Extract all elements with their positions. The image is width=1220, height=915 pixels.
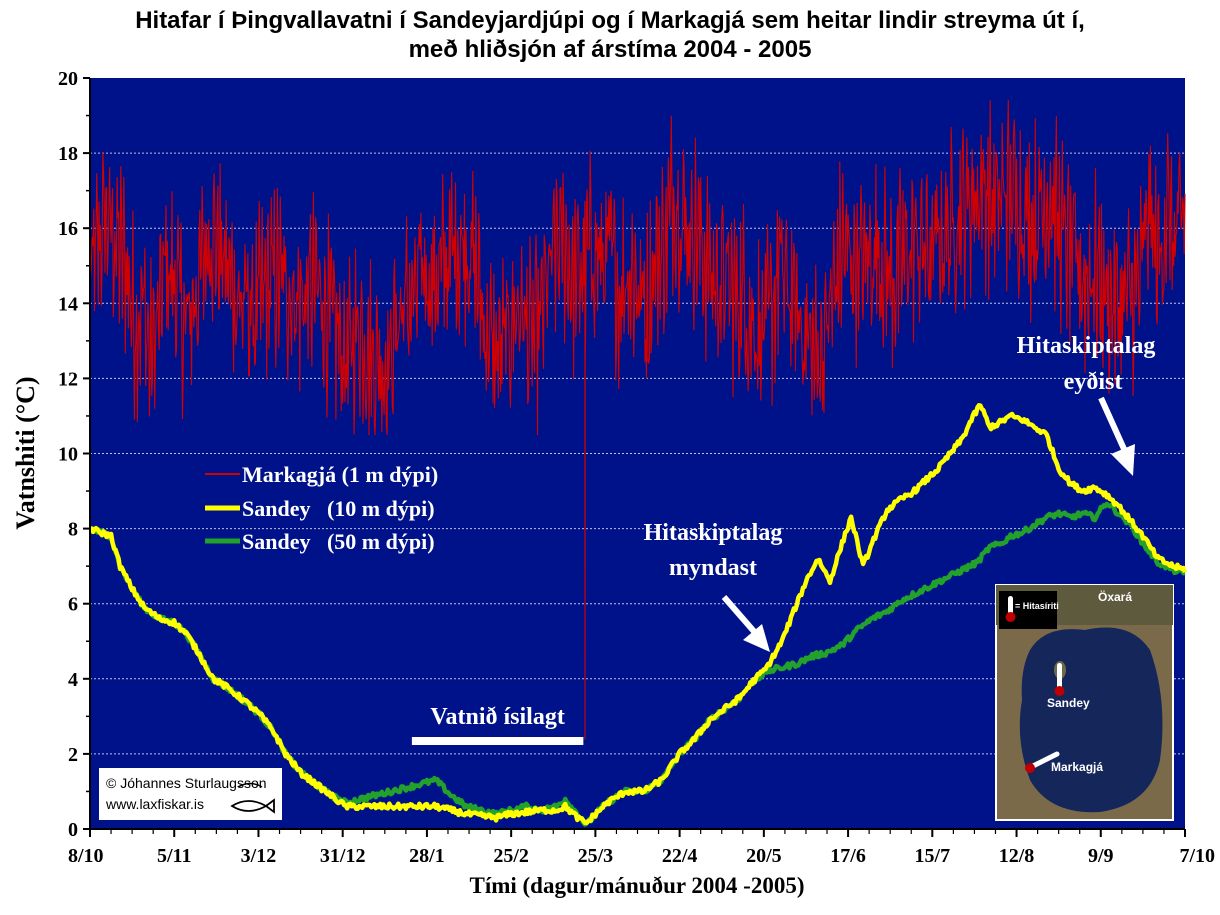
y-tick-label: 6 bbox=[68, 594, 78, 616]
map-label-sandey: Sandey bbox=[1047, 696, 1090, 710]
y-tick-label: 16 bbox=[58, 218, 78, 240]
x-tick-label: 28/1 bbox=[409, 845, 445, 867]
lake-bay bbox=[1058, 642, 1090, 672]
thermometer-icon bbox=[1054, 663, 1065, 696]
y-tick-labels: 0 2 4 6 8 10 12 14 16 18 20 bbox=[58, 68, 90, 841]
chart-title: Hitafar í Þingvallavatni í Sandeyjardjúp… bbox=[0, 6, 1220, 64]
legend-label-sandey-10: Sandey (10 m dýpi) bbox=[242, 496, 435, 521]
x-tick-label: 25/2 bbox=[493, 845, 529, 867]
chart-title-line-2: með hliðsjón af árstíma 2004 - 2005 bbox=[408, 36, 812, 63]
annotation-stratification-dissolves: Hitaskiptalag eyðist bbox=[1017, 333, 1156, 476]
x-tick-label: 7/10 bbox=[1179, 845, 1215, 867]
annotation-dissolves-arrow-shaft bbox=[1098, 396, 1127, 451]
x-axis-label: Tími (dagur/mánuður 2004 -2005) bbox=[469, 873, 804, 898]
legend-label-markagja: Markagjá (1 m dýpi) bbox=[242, 462, 438, 487]
y-tick-label: 0 bbox=[68, 819, 78, 841]
copyright-url: www.laxfiskar.is bbox=[105, 796, 204, 812]
thermometer-icon bbox=[1025, 751, 1060, 773]
x-tick-label: 25/3 bbox=[578, 845, 614, 867]
legend-label-sandey-50: Sandey (50 m dýpi) bbox=[242, 529, 435, 554]
fish-logo-icon bbox=[230, 782, 275, 814]
copyright-owner: © Jóhannes Sturlaugsson bbox=[106, 775, 267, 791]
y-tick-label: 20 bbox=[58, 68, 78, 90]
thermometer-icon bbox=[1005, 596, 1016, 622]
x-tick-label: 3/12 bbox=[241, 845, 277, 867]
y-tick-label: 8 bbox=[68, 519, 78, 541]
chart-title-line-1: Hitafar í Þingvallavatni í Sandeyjardjúp… bbox=[135, 7, 1085, 34]
y-tick-label: 10 bbox=[58, 444, 78, 466]
x-tick-label: 22/4 bbox=[662, 845, 698, 867]
map-label-markagja: Markagjá bbox=[1051, 760, 1103, 774]
x-tick-label: 17/6 bbox=[830, 845, 866, 867]
legend: Markagjá (1 m dýpi) Sandey (10 m dýpi) S… bbox=[205, 462, 438, 554]
annotation-stratification-forms: Hitaskiptalag myndast bbox=[644, 520, 783, 652]
annotation-forms-arrow-head bbox=[743, 624, 770, 652]
series-line-sandey-10-m-d-pi- bbox=[88, 403, 1188, 826]
annotation-forms-arrow-shaft bbox=[721, 595, 761, 638]
y-tick-label: 14 bbox=[58, 293, 78, 315]
lake-shape bbox=[1019, 627, 1163, 813]
x-tick-label: 31/12 bbox=[320, 845, 366, 867]
annotation-dissolves-line-2: eyðist bbox=[1064, 369, 1123, 395]
series-layer bbox=[88, 99, 1188, 827]
y-tick-label: 18 bbox=[58, 143, 78, 165]
annotation-forms-line-1: Hitaskiptalag bbox=[644, 520, 783, 546]
ice-period-label: Vatnið ísilagt bbox=[430, 704, 564, 730]
x-tick-label: 9/9 bbox=[1088, 845, 1114, 867]
annotation-dissolves-line-1: Hitaskiptalag bbox=[1017, 333, 1156, 359]
y-tick-label: 4 bbox=[68, 669, 78, 691]
annotation-forms-line-2: myndast bbox=[669, 555, 757, 581]
map-legend-label: = Hitasíriti bbox=[1015, 601, 1059, 611]
x-tick-label: 5/11 bbox=[157, 845, 191, 867]
y-tick-label: 12 bbox=[58, 368, 78, 390]
y-axis-label: Vatnshiti (°C) bbox=[11, 376, 40, 529]
x-tick-label: 12/8 bbox=[999, 845, 1035, 867]
map-label-oxara: Öxará bbox=[1098, 589, 1132, 604]
x-tick-label: 15/7 bbox=[915, 845, 951, 867]
x-tick-labels: 8/10 5/11 3/12 31/12 28/1 25/2 25/3 22/4 20/5 17/… bbox=[68, 829, 1215, 867]
x-tick-label: 8/10 bbox=[68, 845, 104, 867]
series-line-markagj-1-m-d-pi- bbox=[89, 99, 1186, 740]
annotation-dissolves-arrow-head bbox=[1111, 444, 1135, 476]
ice-period-bar bbox=[411, 737, 584, 745]
copyright-box: © Jóhannes Sturlaugsson www.laxfiskar.is bbox=[99, 768, 282, 820]
y-tick-label: 2 bbox=[68, 744, 78, 766]
inset-map: = Hitasíriti Öxará Sandey Markagjá bbox=[995, 584, 1174, 821]
x-tick-label: 20/5 bbox=[746, 845, 782, 867]
